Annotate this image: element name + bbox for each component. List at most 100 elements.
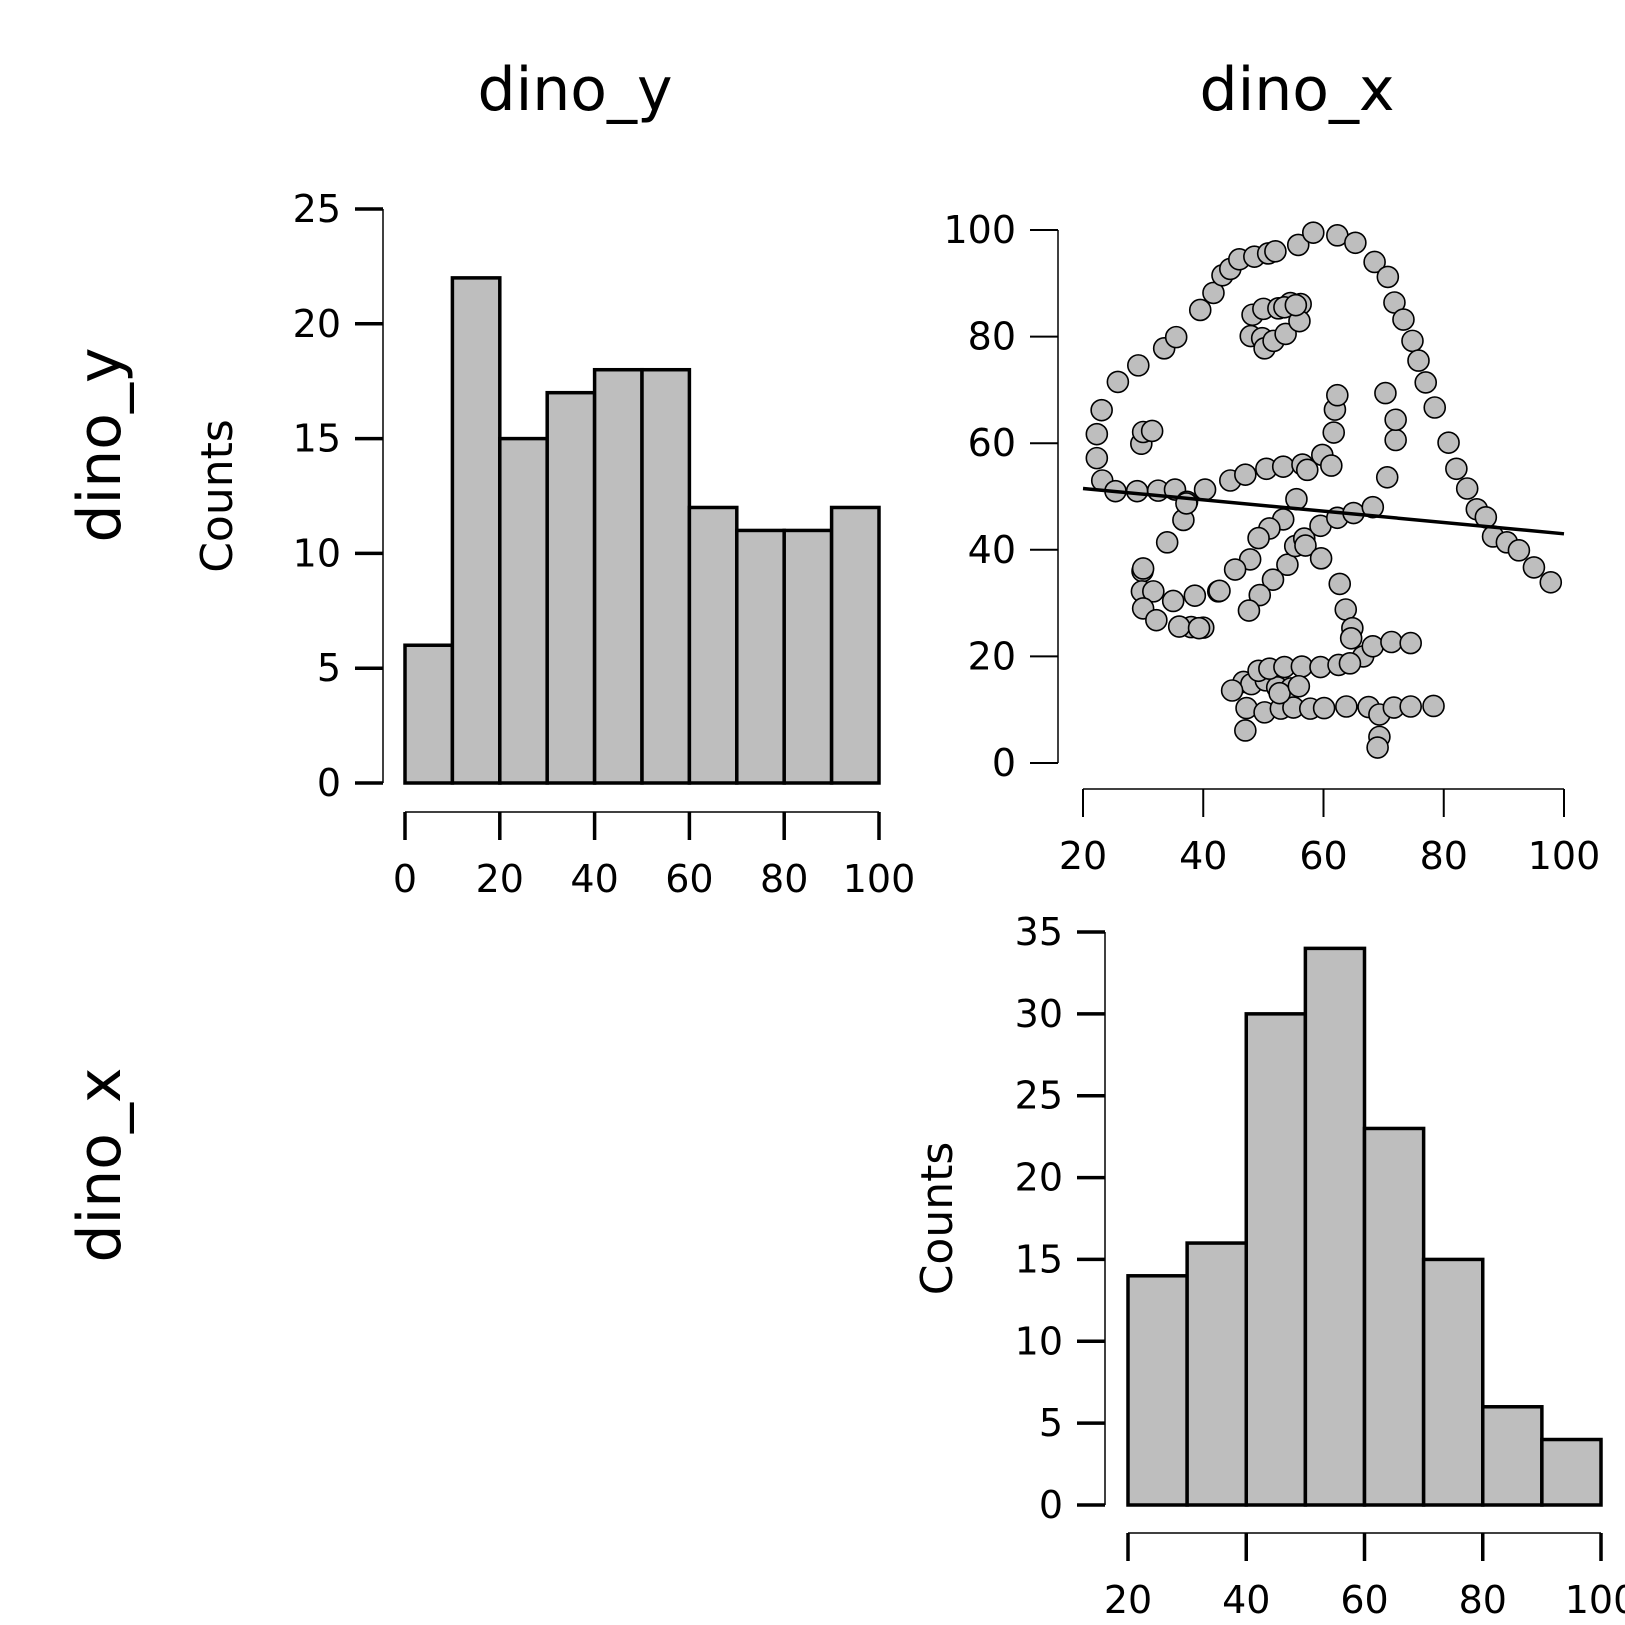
scatter-point: [1374, 381, 1397, 405]
histogram-bar: [1126, 1274, 1189, 1507]
y-tick-label: 30: [1015, 992, 1063, 1036]
y-tick-label: 25: [1015, 1074, 1063, 1118]
histogram-bar: [1540, 1437, 1603, 1507]
scatter-point: [1399, 631, 1422, 655]
histogram-dino-y: 0 5 10 15 20 25 0 20 40 60 80 100 Counts: [192, 187, 915, 901]
histogram-bar: [450, 276, 502, 785]
scatter-point: [1295, 458, 1319, 482]
y-tick-label: 80: [968, 315, 1016, 359]
histogram-bar: [782, 528, 834, 785]
scatter-point: [1271, 455, 1295, 478]
x-tick-label: 40: [1179, 834, 1227, 878]
scatter-point: [1223, 558, 1247, 581]
x-tick-label: 60: [665, 857, 713, 901]
x-tick-label: 0: [393, 857, 417, 901]
scatter-point: [1142, 580, 1165, 603]
row-title-dino-y: dino_y: [65, 348, 135, 543]
scatter-point: [1539, 571, 1563, 594]
histogram-bar: [640, 367, 692, 785]
y-tick-label: 35: [1015, 910, 1063, 954]
scatter-point: [1312, 696, 1336, 720]
x-tick-label: 40: [570, 857, 618, 901]
scatter-point: [1363, 250, 1386, 274]
scatter-point: [1380, 630, 1403, 654]
histogram-bar: [1244, 1012, 1308, 1507]
scatter-point: [1188, 298, 1212, 322]
histogram-bar: [1362, 1126, 1426, 1507]
scatter-point: [1401, 329, 1424, 353]
histogram-bar: [1303, 946, 1367, 1507]
scatter-point: [1187, 616, 1211, 640]
scatter-point: [1085, 446, 1109, 470]
scatter-point: [1334, 598, 1358, 621]
y-tick-label: 40: [968, 528, 1016, 572]
scatter-point: [1366, 736, 1389, 759]
regression-line: [1082, 486, 1565, 536]
scatter-point: [1234, 463, 1257, 486]
scatter-point: [1309, 547, 1333, 570]
scatter-point: [1261, 568, 1285, 591]
scatter-point: [1161, 589, 1185, 613]
scatter-point: [1234, 719, 1257, 742]
scatter-point: [1248, 583, 1272, 607]
y-axis-label: Counts: [912, 1142, 963, 1296]
scatter-point: [1140, 419, 1164, 443]
scatter-point: [1361, 495, 1385, 519]
y-tick-label: 100: [943, 208, 1016, 252]
scatter-point: [1414, 371, 1438, 394]
scatter-point: [1384, 408, 1407, 432]
scatter-point: [1522, 556, 1546, 579]
column-title-dino-y: dino_y: [478, 55, 673, 125]
scatter-point: [1274, 322, 1297, 346]
histogram-bar: [829, 505, 881, 785]
scatter-point: [1247, 526, 1270, 550]
scatter-point: [1164, 325, 1188, 349]
histogram-bar: [1421, 1257, 1485, 1507]
x-tick-label: 20: [1104, 1578, 1152, 1622]
x-tick-label: 40: [1222, 1578, 1270, 1622]
histogram-bar: [1481, 1405, 1544, 1507]
scatter-point: [1328, 572, 1352, 596]
scatter-point: [1399, 695, 1422, 718]
histogram-bar: [403, 643, 455, 785]
y-tick-label: 20: [293, 302, 341, 346]
scatter-point: [1208, 579, 1231, 603]
scatter-point: [1202, 281, 1225, 305]
x-tick-label: 80: [1420, 834, 1468, 878]
x-tick-label: 60: [1299, 834, 1347, 878]
scatter-point: [1455, 477, 1479, 500]
histogram-bar: [498, 436, 549, 785]
histogram-bar: [735, 528, 786, 785]
y-tick-label: 25: [293, 187, 341, 231]
scatter-point: [1284, 293, 1308, 317]
scatter-point: [1338, 652, 1362, 675]
y-tick-label: 0: [317, 761, 341, 805]
scatter-point: [1507, 539, 1531, 562]
x-tick-label: 20: [1059, 834, 1107, 878]
scatter-point: [1322, 421, 1346, 444]
x-tick-label: 100: [1528, 834, 1601, 878]
scatter-point: [1167, 615, 1191, 638]
x-tick-label: 80: [760, 857, 808, 901]
scatter-point: [1437, 431, 1460, 454]
scatter-point: [1301, 221, 1325, 244]
scatter-point: [1237, 599, 1261, 622]
row-title-dino-x: dino_x: [65, 1068, 135, 1263]
scatter-point: [1445, 457, 1468, 481]
scatter-point: [1423, 396, 1447, 419]
x-tick-label: 80: [1459, 1578, 1507, 1622]
scatter-point: [1384, 428, 1407, 452]
y-tick-label: 20: [1015, 1156, 1063, 1200]
scatter-point: [1422, 694, 1445, 718]
scatter-point: [1220, 679, 1244, 702]
scatter-point: [1090, 398, 1113, 422]
scatter-point: [1106, 370, 1130, 394]
histogram-bar: [545, 390, 597, 785]
y-tick-label: 0: [1039, 1483, 1063, 1527]
histogram-bar: [592, 367, 644, 785]
y-tick-label: 10: [293, 531, 341, 575]
y-axis-label: Counts: [192, 419, 243, 573]
scatter-point: [1193, 478, 1217, 501]
histogram-dino-x: 0 5 10 15 20 25 30 35 20 40 60 80 100 Counts: [912, 910, 1625, 1622]
